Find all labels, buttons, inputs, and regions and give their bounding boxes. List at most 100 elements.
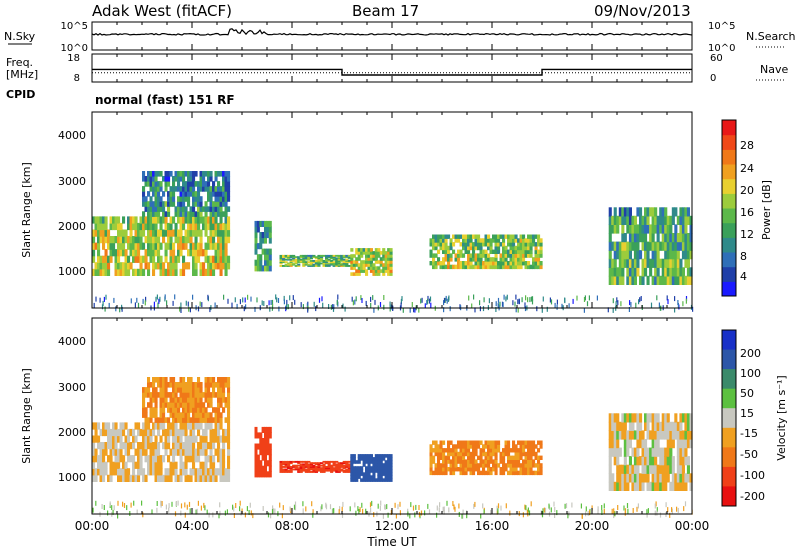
clutter-mark (620, 301, 622, 307)
clutter-mark (527, 297, 529, 303)
echo-cell (92, 242, 96, 250)
echo-cell (209, 474, 213, 482)
echo-cell (164, 229, 168, 237)
echo-cell (432, 238, 436, 243)
echo-cell (472, 467, 476, 472)
echo-cell (159, 377, 163, 383)
echo-cell (628, 233, 632, 243)
echo-cell (147, 468, 151, 476)
echo-cell (469, 242, 473, 247)
echo-cell (212, 216, 216, 224)
echo-cell (352, 478, 356, 482)
echo-cell (459, 444, 463, 449)
clutter-mark (172, 300, 174, 306)
clutter-mark (159, 296, 161, 302)
echo-cell (104, 222, 108, 231)
echo-cell (327, 265, 331, 267)
echo-cell (194, 402, 198, 408)
echo-cell (177, 402, 181, 408)
echo-cell (519, 264, 523, 270)
echo-cell (384, 266, 388, 270)
echo-cell (197, 448, 201, 456)
echo-cell (537, 455, 541, 460)
echo-cell (644, 473, 648, 483)
clutter-mark (529, 297, 531, 303)
echo-cell (669, 430, 673, 440)
echo-cell (227, 255, 231, 263)
clutter-mark (200, 505, 202, 511)
echo-cell (651, 481, 655, 491)
echo-cell (449, 459, 453, 464)
clutter-mark (448, 507, 450, 513)
echo-cell (322, 464, 326, 467)
echo-cell (482, 242, 486, 247)
echo-cell (489, 448, 493, 453)
echo-cell (132, 255, 136, 263)
echo-cell (434, 440, 438, 445)
echo-cell (149, 397, 153, 403)
echo-cell (332, 254, 336, 257)
echo-cell (689, 250, 693, 260)
echo-cell (674, 430, 678, 440)
echo-cell (661, 207, 665, 217)
nave-label: Nave (760, 63, 788, 76)
echo-cell (179, 229, 183, 237)
echo-cell (107, 428, 111, 437)
echo-cell (287, 263, 291, 266)
echo-cell (174, 468, 178, 476)
echo-cell (152, 468, 156, 476)
echo-cell (337, 263, 341, 266)
echo-cell (137, 236, 141, 244)
echo-cell (154, 377, 158, 383)
echo-cell (309, 466, 313, 468)
echo-cell (335, 265, 339, 267)
echo-cell (651, 233, 655, 243)
velocity-scale-frame (721, 329, 737, 507)
echo-cell (94, 435, 98, 443)
echo-cell (217, 186, 221, 192)
echo-cell (207, 455, 211, 463)
echo-cell (608, 207, 612, 217)
echo-cell (256, 220, 260, 227)
echo-cell (472, 242, 476, 247)
echo-cell (179, 216, 183, 224)
echo-cell (325, 467, 329, 470)
echo-cell (174, 407, 178, 413)
echo-cell (174, 412, 178, 418)
echo-cell (219, 196, 223, 202)
echo-cell (174, 448, 178, 456)
echo-cell (639, 233, 643, 243)
echo-cell (664, 224, 668, 234)
clutter-mark (352, 300, 354, 306)
echo-cell (340, 257, 344, 260)
echo-cell (199, 382, 203, 388)
echo-cell (529, 455, 533, 460)
echo-cell (325, 258, 329, 261)
clutter-mark (333, 304, 335, 310)
echo-cell (214, 191, 218, 197)
echo-cell (626, 430, 630, 440)
echo-cell (671, 456, 675, 466)
echo-cell (656, 481, 660, 491)
echo-cell (212, 382, 216, 388)
echo-cell (217, 196, 221, 202)
clutter-mark (306, 303, 308, 309)
echo-cell (182, 196, 186, 202)
echo-cell (302, 262, 306, 265)
echo-cell (294, 258, 298, 261)
echo-cell (345, 469, 349, 472)
echo-cell (350, 478, 354, 482)
echo-cell (149, 407, 153, 413)
power-scale-swatch (722, 222, 736, 238)
echo-cell (676, 250, 680, 260)
echo-cell (644, 413, 648, 423)
clutter-mark (180, 302, 182, 308)
echo-cell (382, 266, 386, 270)
echo-cell (289, 261, 293, 264)
echo-cell (621, 421, 625, 431)
echo-cell (432, 261, 436, 266)
clutter-mark (667, 299, 669, 305)
echo-cell (129, 474, 133, 482)
clutter-mark (197, 306, 200, 312)
echo-cell (219, 191, 223, 197)
